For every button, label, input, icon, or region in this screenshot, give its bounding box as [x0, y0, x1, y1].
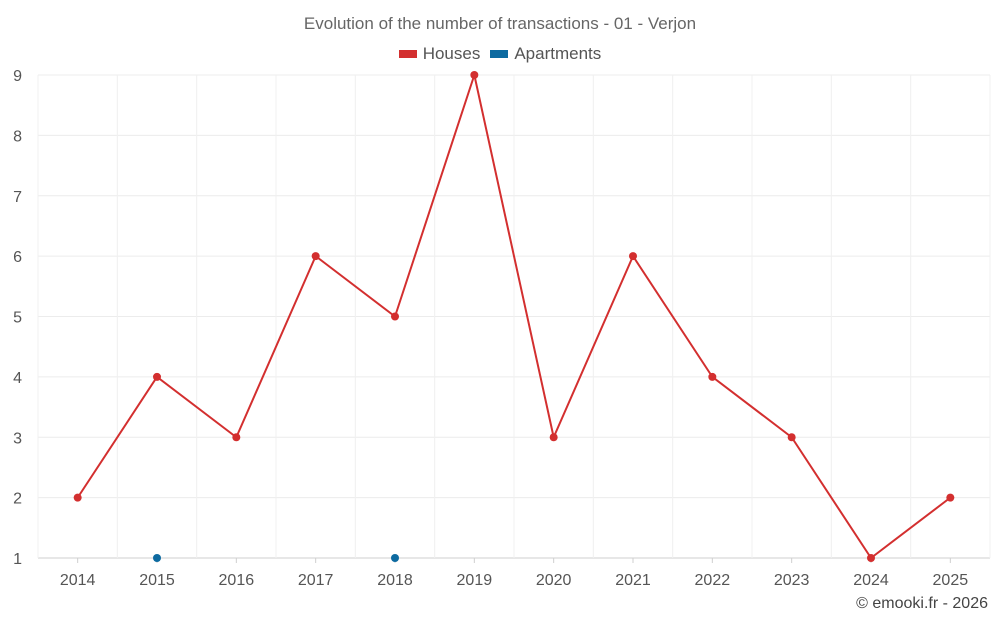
data-point-houses[interactable] [470, 71, 479, 79]
x-tick-label: 2021 [615, 572, 651, 589]
data-point-houses[interactable] [549, 433, 558, 442]
x-tick-label: 2017 [298, 572, 334, 589]
x-tick-label: 2025 [933, 572, 969, 589]
x-tick-label: 2016 [219, 572, 255, 589]
x-tick-label: 2014 [60, 572, 96, 589]
series-line-houses [76, 74, 951, 559]
data-point-houses[interactable] [708, 372, 717, 381]
x-tick-label: 2018 [377, 572, 413, 589]
legend-swatch-apartments [490, 50, 509, 58]
y-tick-label: 7 [13, 189, 22, 206]
data-point-apartments[interactable] [391, 554, 399, 562]
data-point-houses[interactable] [629, 252, 637, 261]
y-tick-label: 5 [13, 310, 22, 327]
grid [37, 74, 991, 559]
legend-swatch-houses [398, 50, 417, 58]
legend-label-houses: Houses [422, 44, 481, 63]
data-point-apartments[interactable] [153, 554, 161, 562]
data-point-houses[interactable] [153, 372, 161, 381]
data-point-houses[interactable] [867, 554, 875, 562]
legend-label-apartments: Apartments [514, 44, 602, 63]
x-tick-label: 2022 [695, 572, 731, 589]
data-point-houses[interactable] [311, 252, 320, 261]
legend: Houses Apartments [0, 44, 1000, 64]
y-tick-label: 2 [13, 491, 22, 508]
data-point-houses[interactable] [787, 433, 796, 442]
legend-item-houses[interactable]: Houses [398, 44, 481, 64]
data-point-houses[interactable] [232, 433, 241, 442]
y-tick-label: 1 [13, 551, 22, 568]
chart-title: Evolution of the number of transactions … [303, 14, 697, 33]
series [73, 71, 955, 562]
y-tick-label: 4 [13, 370, 22, 387]
x-tick-label: 2019 [457, 572, 493, 589]
x-tick-label: 2023 [774, 572, 810, 589]
y-tick-label: 6 [13, 249, 22, 266]
x-tick-label: 2020 [536, 572, 572, 589]
x-tick-label: 2024 [853, 572, 889, 589]
data-point-houses[interactable] [946, 493, 955, 502]
copyright-footer: © emooki.fr - 2026 [856, 595, 988, 612]
data-point-houses[interactable] [73, 493, 82, 502]
x-tick-label: 2015 [139, 572, 175, 589]
y-tick-label: 9 [13, 68, 22, 85]
axes: 1 2 3 4 5 6 7 8 9 2014 2015 2016 2017 2018 2019 2020 202… [13, 68, 968, 589]
legend-item-apartments[interactable]: Apartments [490, 44, 601, 64]
data-point-houses[interactable] [391, 312, 399, 321]
y-tick-label: 8 [13, 128, 22, 145]
y-tick-label: 3 [13, 430, 22, 447]
